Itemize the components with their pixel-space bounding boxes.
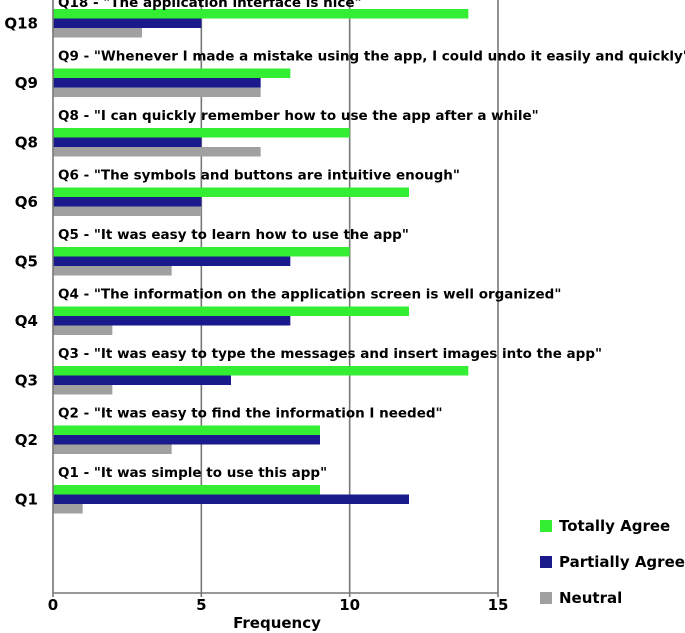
category-labels: Q18 Q9 Q8 Q6 Q5 Q4 Q3 Q2 Q1	[4, 14, 38, 508]
bar-q3-totally-agree	[53, 366, 469, 376]
question-text-q2: Q2 - "It was easy to find the informatio…	[58, 406, 443, 422]
bar-q4-partially-agree	[53, 316, 291, 326]
question-text-q9: Q9 - "Whenever I made a mistake using th…	[58, 49, 685, 65]
x-tick-label-10: 10	[339, 596, 360, 614]
x-tick-label-5: 5	[196, 596, 206, 614]
question-text-q5: Q5 - "It was easy to learn how to use th…	[58, 227, 409, 243]
x-tick-label-0: 0	[48, 596, 58, 614]
category-label-q5: Q5	[15, 252, 38, 270]
legend-swatch-partially-agree	[540, 556, 552, 568]
legend-label-totally-agree: Totally Agree	[559, 517, 670, 535]
bar-q5-partially-agree	[53, 256, 291, 266]
bar-q18-partially-agree	[53, 18, 202, 28]
bar-q9-neutral	[53, 87, 261, 97]
question-text-q18: Q18 - "The application interface is nice…	[58, 0, 362, 11]
bar-q3-partially-agree	[53, 375, 231, 385]
legend-label-neutral: Neutral	[559, 589, 622, 607]
bar-q3-neutral	[53, 385, 113, 395]
bar-q1-neutral	[53, 504, 83, 514]
bar-q1-partially-agree	[53, 494, 409, 504]
bar-q18-totally-agree	[53, 9, 469, 19]
category-label-q2: Q2	[15, 431, 38, 449]
axes	[52, 0, 499, 597]
bar-q5-neutral	[53, 266, 172, 276]
legend: Totally Agree Partially Agree Neutral	[540, 517, 685, 607]
bar-q5-totally-agree	[53, 247, 350, 257]
category-label-q6: Q6	[15, 193, 38, 211]
legend-swatch-totally-agree	[540, 520, 552, 532]
bar-q8-partially-agree	[53, 137, 202, 147]
bar-q4-neutral	[53, 325, 113, 335]
category-label-q9: Q9	[15, 74, 38, 92]
bar-q1-totally-agree	[53, 485, 320, 495]
question-texts: Q18 - "The application interface is nice…	[58, 0, 685, 481]
question-text-q1: Q1 - "It was simple to use this app"	[58, 465, 327, 481]
bars	[53, 9, 469, 514]
bar-q2-neutral	[53, 444, 172, 454]
bar-q6-neutral	[53, 206, 202, 216]
question-text-q4: Q4 - "The information on the application…	[58, 287, 561, 303]
x-tick-labels: 0 5 10 15	[48, 596, 509, 614]
bar-q2-totally-agree	[53, 425, 320, 435]
legend-swatch-neutral	[540, 592, 552, 604]
question-text-q3: Q3 - "It was easy to type the messages a…	[58, 346, 602, 362]
bar-q6-partially-agree	[53, 197, 202, 207]
bar-q4-totally-agree	[53, 306, 409, 316]
bar-q9-partially-agree	[53, 78, 261, 88]
category-label-q4: Q4	[15, 312, 38, 330]
question-text-q8: Q8 - "I can quickly remember how to use …	[58, 108, 539, 124]
bar-q2-partially-agree	[53, 435, 320, 445]
bar-q18-neutral	[53, 28, 142, 38]
category-label-q3: Q3	[15, 371, 38, 389]
bar-q8-totally-agree	[53, 128, 350, 138]
bar-q9-totally-agree	[53, 68, 291, 78]
bar-q8-neutral	[53, 147, 261, 157]
category-label-q18: Q18	[4, 14, 38, 32]
category-label-q1: Q1	[15, 490, 38, 508]
x-tick-label-15: 15	[488, 596, 509, 614]
x-axis-title: Frequency	[233, 614, 321, 632]
legend-label-partially-agree: Partially Agree	[559, 553, 685, 571]
question-text-q6: Q6 - "The symbols and buttons are intuit…	[58, 168, 460, 184]
bar-q6-totally-agree	[53, 187, 409, 197]
category-label-q8: Q8	[15, 133, 38, 151]
